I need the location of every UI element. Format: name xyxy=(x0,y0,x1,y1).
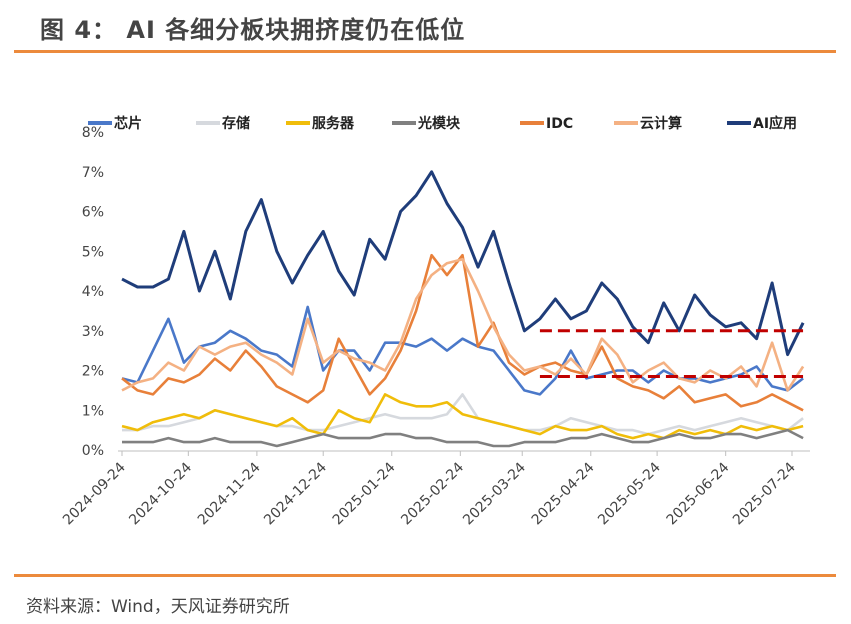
x-tick-label: 2024-11-24 xyxy=(195,459,264,528)
x-tick-label: 2024-09-24 xyxy=(60,459,129,528)
series-line-IDC xyxy=(121,253,804,412)
top-divider xyxy=(14,50,836,53)
series-line-AI应用 xyxy=(121,170,805,357)
series-line-云计算 xyxy=(121,257,805,392)
y-tick-label: 2% xyxy=(82,364,104,380)
x-tick-label: 2024-10-24 xyxy=(126,459,195,528)
legend-label: 服务器 xyxy=(312,115,355,132)
y-tick-label: 7% xyxy=(82,165,104,181)
x-tick-label: 2025-02-24 xyxy=(398,459,467,528)
legend-label: AI应用 xyxy=(753,115,797,132)
x-tick-label: 2025-04-24 xyxy=(529,459,598,528)
x-tick-label: 2025-06-24 xyxy=(664,459,733,528)
source-note: 资料来源：Wind，天风证券研究所 xyxy=(26,597,290,617)
legend-label: 存储 xyxy=(222,115,250,132)
y-tick-label: 8% xyxy=(82,125,104,141)
legend-label: 芯片 xyxy=(114,115,142,132)
y-tick-label: 1% xyxy=(82,403,104,419)
figure-title: 图 4： AI 各细分板块拥挤度仍在低位 xyxy=(40,16,466,44)
y-tick-label: 0% xyxy=(82,443,104,459)
x-tick-label: 2025-01-24 xyxy=(330,459,399,528)
series-line-芯片 xyxy=(121,305,804,396)
x-tick-label: 2025-05-24 xyxy=(595,459,664,528)
y-tick-label: 6% xyxy=(82,205,104,221)
legend-label: IDC xyxy=(546,116,573,132)
legend-label: 云计算 xyxy=(640,115,682,132)
x-tick-label: 2025-07-24 xyxy=(730,459,799,528)
y-tick-label: 3% xyxy=(82,324,104,340)
series-line-服务器 xyxy=(121,393,804,440)
bottom-divider xyxy=(14,574,836,577)
y-tick-label: 4% xyxy=(82,284,104,300)
legend-label: 光模块 xyxy=(417,115,461,132)
y-tick-label: 5% xyxy=(82,244,104,260)
x-tick-label: 2025-03-24 xyxy=(460,459,529,528)
series-line-光模块 xyxy=(122,428,804,448)
x-tick-label: 2024-12-24 xyxy=(261,459,330,528)
